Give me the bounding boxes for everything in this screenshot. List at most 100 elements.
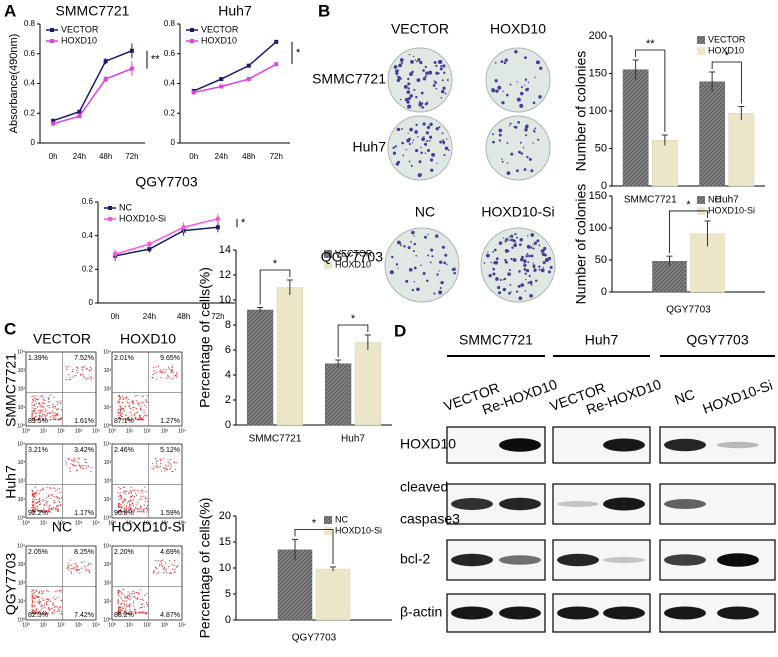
event (72, 463, 74, 466)
band (664, 606, 706, 620)
event (37, 505, 39, 507)
event (157, 560, 159, 562)
colony (525, 269, 529, 272)
colony (498, 139, 501, 142)
band (451, 606, 493, 620)
event (120, 496, 122, 498)
y-tick-label: 0 (601, 180, 607, 192)
colony (413, 280, 416, 283)
event (133, 413, 135, 415)
event (132, 400, 134, 402)
colony (418, 101, 421, 104)
quadrant-percent: 1.59% (160, 510, 180, 517)
event (49, 419, 51, 421)
axis-tick-label: 10⁰ (17, 617, 25, 623)
event (118, 590, 120, 593)
event (124, 596, 127, 599)
event (122, 395, 124, 397)
colony (516, 236, 518, 239)
event (119, 603, 121, 605)
event (174, 374, 177, 377)
colony (414, 59, 417, 61)
event (119, 412, 121, 414)
colony (506, 171, 511, 175)
event (158, 565, 161, 567)
event (140, 419, 142, 421)
event (127, 605, 129, 607)
chart-title: SMMC7721 (56, 3, 130, 19)
event (46, 613, 48, 615)
colony (440, 280, 444, 285)
event (43, 607, 45, 609)
event (125, 505, 128, 507)
axis-tick-label: 10² (57, 520, 65, 526)
band (499, 606, 541, 620)
event (119, 591, 121, 593)
event (131, 611, 133, 613)
event (39, 497, 41, 500)
event (166, 468, 169, 471)
event (34, 397, 36, 399)
colony (391, 255, 394, 259)
colony (498, 291, 502, 295)
column-label: NC (52, 519, 72, 535)
colony (530, 169, 534, 173)
event (48, 494, 50, 496)
event (50, 418, 52, 421)
colony (429, 158, 434, 162)
colony (526, 87, 530, 91)
event (80, 567, 82, 569)
event (47, 419, 49, 421)
event (38, 592, 40, 594)
event (159, 463, 162, 465)
quadrant-percent: 1.39% (28, 355, 48, 362)
significance: ** (151, 54, 160, 66)
event (162, 571, 165, 573)
colony (528, 274, 531, 278)
event (118, 613, 120, 615)
event (85, 368, 87, 370)
event (31, 595, 33, 597)
event (129, 505, 131, 507)
event (88, 563, 90, 565)
quadrant-percent: 87.1% (114, 418, 134, 425)
event (76, 372, 79, 374)
event (159, 371, 161, 374)
event (133, 611, 135, 613)
x-tick-label: 24h (215, 152, 228, 161)
event (136, 507, 138, 509)
event (118, 394, 121, 396)
colony (512, 239, 516, 243)
event (130, 613, 133, 615)
colony (514, 125, 518, 129)
y-tick-label: 6 (225, 344, 231, 356)
event (128, 501, 130, 503)
event (33, 416, 35, 419)
colony (417, 58, 421, 62)
colony (447, 149, 450, 151)
event (53, 612, 55, 614)
event (154, 566, 157, 569)
event (133, 496, 135, 498)
axis-tick-label: 10⁰ (17, 423, 25, 429)
event (89, 376, 91, 378)
event (129, 593, 131, 595)
axis-tick-label: 10³ (161, 428, 169, 434)
colony (524, 56, 527, 60)
event (53, 396, 55, 398)
colony (502, 287, 507, 292)
event (59, 402, 61, 405)
event (35, 398, 37, 400)
axis-tick-label: 10⁴ (92, 520, 100, 526)
event (161, 564, 163, 566)
event (52, 487, 54, 489)
event (131, 416, 133, 419)
event (131, 492, 133, 494)
colony (408, 142, 411, 146)
y-tick-label: 0.6 (82, 197, 94, 206)
significance: * (725, 50, 730, 62)
colony (529, 293, 533, 298)
event (140, 489, 142, 491)
colony (396, 78, 401, 83)
